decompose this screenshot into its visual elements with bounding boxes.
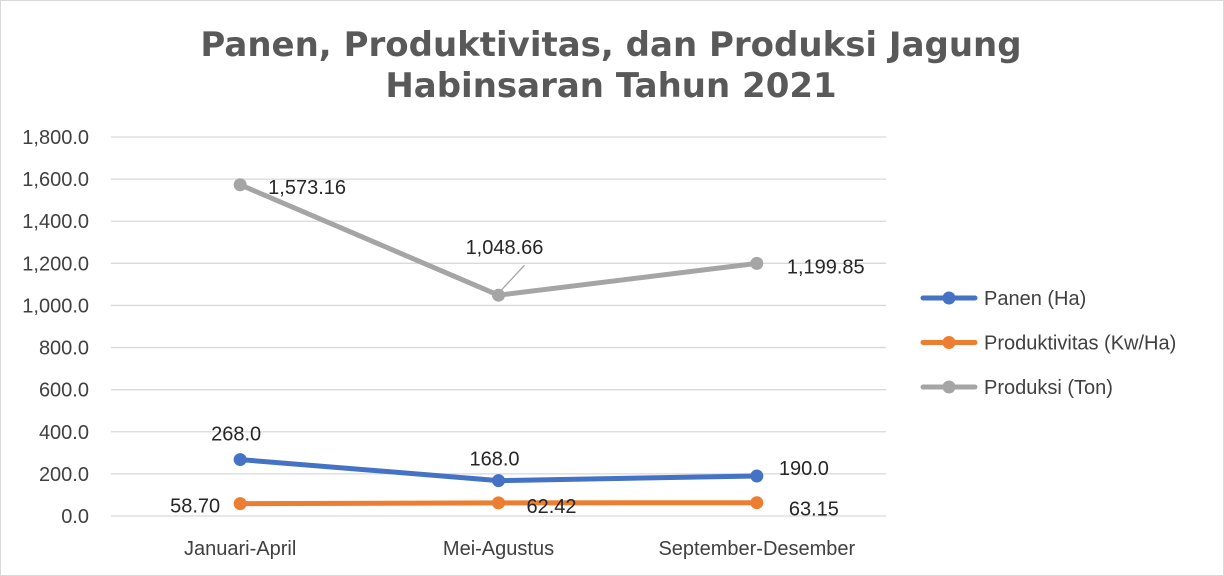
x-axis: Januari-April Mei-Agustus September-Desemb…: [184, 538, 856, 560]
data-label: 1,199.85: [787, 256, 865, 278]
data-point-produksi-ton: [750, 256, 764, 270]
data-point-produktivitas-kw-ha: [233, 497, 247, 511]
data-point-produktivitas-kw-ha: [750, 496, 764, 510]
legend-item-produktivitas-kw-ha: Produktivitas (Kw/Ha): [920, 333, 1176, 355]
legend-marker: [942, 291, 956, 305]
series-lines: [233, 178, 764, 511]
data-label: 190.0: [779, 458, 829, 480]
data-point-panen-ha: [233, 453, 247, 467]
x-tick-label: September-Desember: [658, 538, 855, 560]
data-point-produksi-ton: [492, 288, 505, 302]
data-label: 63.15: [789, 499, 839, 521]
y-tick-label: 0.0: [61, 506, 89, 528]
chart-title: Panen, Produktivitas, dan Produksi Jagun…: [200, 25, 1021, 106]
legend-item-produksi-ton: Produksi (Ton): [920, 377, 1113, 399]
data-point-panen-ha: [750, 469, 764, 483]
data-labels: 268.0 168.0 190.0 58.70 62.42 63.15 1,573.16 1,…: [170, 177, 865, 521]
data-label: 1,573.16: [268, 177, 346, 199]
y-tick-label: 800.0: [39, 338, 89, 360]
legend: Panen (Ha) Produktivitas (Kw/Ha) Produksi …: [920, 288, 1176, 399]
data-label: 168.0: [469, 449, 519, 471]
label-leader-line: [498, 264, 525, 294]
legend-label: Produksi (Ton): [984, 377, 1113, 399]
data-label: 58.70: [170, 496, 220, 518]
legend-item-panen-ha: Panen (Ha): [920, 288, 1086, 310]
y-tick-label: 400.0: [39, 422, 89, 444]
data-label: 1,048.66: [466, 237, 544, 259]
data-label: 268.0: [211, 424, 261, 446]
y-tick-label: 600.0: [39, 380, 89, 402]
y-tick-label: 1,000.0: [22, 295, 89, 317]
x-tick-label: Januari-April: [184, 538, 296, 560]
y-tick-label: 200.0: [39, 464, 89, 486]
data-point-produktivitas-kw-ha: [492, 496, 505, 510]
y-tick-label: 1,800.0: [22, 127, 89, 149]
legend-label: Panen (Ha): [984, 288, 1086, 310]
y-tick-label: 1,400.0: [22, 211, 89, 233]
y-tick-label: 1,200.0: [22, 253, 89, 275]
gridlines: [111, 136, 886, 517]
chart-title-line-1: Panen, Produktivitas, dan Produksi Jagun…: [200, 25, 1021, 65]
y-tick-label: 1,600.0: [22, 169, 89, 191]
data-label: 62.42: [527, 496, 577, 518]
legend-label: Produktivitas (Kw/Ha): [984, 333, 1176, 355]
chart-title-line-2: Habinsaran Tahun 2021: [385, 66, 836, 106]
data-point-panen-ha: [492, 474, 505, 488]
legend-marker: [942, 336, 956, 349]
legend-marker: [942, 380, 956, 394]
data-point-produksi-ton: [233, 178, 247, 192]
y-axis: 0.0 200.0 400.0 600.0 800.0 1,000.0 1,200.0 1,4…: [22, 127, 89, 528]
x-tick-label: Mei-Agustus: [443, 538, 554, 560]
